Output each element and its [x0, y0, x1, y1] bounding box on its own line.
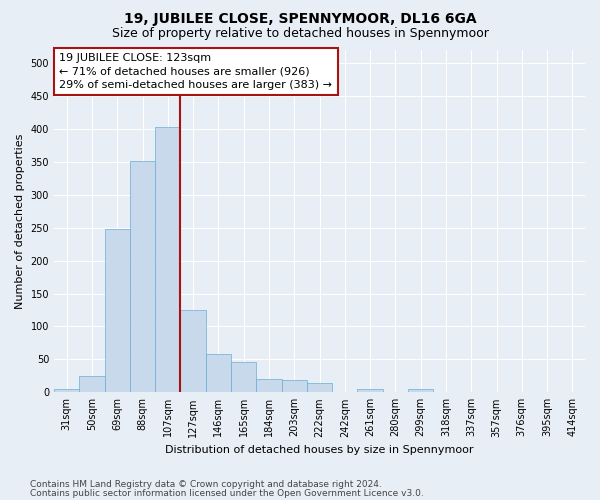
- Bar: [408, 389, 433, 392]
- Text: Contains public sector information licensed under the Open Government Licence v3: Contains public sector information licen…: [30, 489, 424, 498]
- Bar: [104, 229, 130, 392]
- Bar: [206, 354, 231, 393]
- Bar: [130, 160, 155, 392]
- Bar: [54, 389, 79, 392]
- Text: Contains HM Land Registry data © Crown copyright and database right 2024.: Contains HM Land Registry data © Crown c…: [30, 480, 382, 489]
- Bar: [79, 376, 104, 392]
- Bar: [155, 127, 181, 392]
- Bar: [181, 310, 206, 392]
- Bar: [256, 379, 281, 392]
- Text: Size of property relative to detached houses in Spennymoor: Size of property relative to detached ho…: [112, 28, 488, 40]
- Y-axis label: Number of detached properties: Number of detached properties: [15, 134, 25, 309]
- Bar: [358, 389, 383, 392]
- Bar: [307, 383, 332, 392]
- Bar: [281, 380, 307, 392]
- Bar: [231, 362, 256, 392]
- Text: 19, JUBILEE CLOSE, SPENNYMOOR, DL16 6GA: 19, JUBILEE CLOSE, SPENNYMOOR, DL16 6GA: [124, 12, 476, 26]
- Text: 19 JUBILEE CLOSE: 123sqm
← 71% of detached houses are smaller (926)
29% of semi-: 19 JUBILEE CLOSE: 123sqm ← 71% of detach…: [59, 54, 332, 90]
- X-axis label: Distribution of detached houses by size in Spennymoor: Distribution of detached houses by size …: [165, 445, 474, 455]
